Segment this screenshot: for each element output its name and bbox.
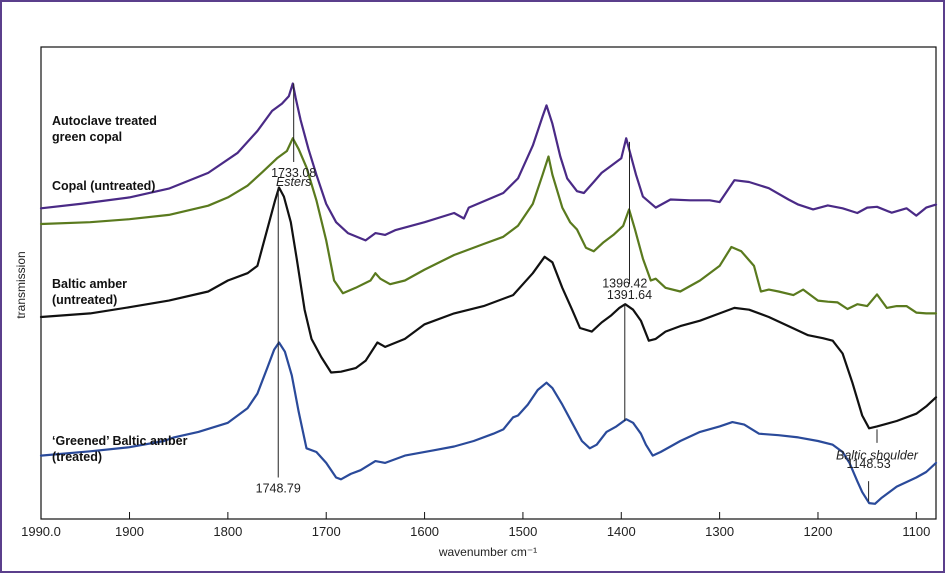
x-tick-label: 1500 bbox=[508, 524, 537, 539]
x-tick-label: 1100 bbox=[902, 524, 930, 539]
series-label: Autoclave treated bbox=[52, 114, 157, 128]
x-tick-label: 1300 bbox=[705, 524, 734, 539]
x-tick-label: 1400 bbox=[607, 524, 636, 539]
x-tick-label: 1200 bbox=[804, 524, 833, 539]
plot-frame bbox=[40, 46, 937, 520]
series-label: (treated) bbox=[52, 450, 102, 464]
annotation-label: 1748.79 bbox=[256, 481, 301, 495]
series-line-green bbox=[39, 137, 938, 315]
series-label: Copal (untreated) bbox=[52, 179, 155, 193]
series-line-black bbox=[39, 186, 938, 430]
series-label: ‘Greened’ Baltic amber bbox=[52, 434, 188, 448]
annotation-label: 1148.53 bbox=[846, 457, 890, 471]
annotation-label: 1733.08 bbox=[271, 166, 316, 180]
series-line-purple bbox=[39, 82, 938, 242]
x-tick-label: 1900 bbox=[115, 524, 144, 539]
series-label: (untreated) bbox=[52, 293, 117, 307]
x-axis-ticks: 1990.0 1900 1800 1700 1600 1500 1400 1300 1200 11… bbox=[21, 512, 930, 539]
annotation-label: Baltic shoulder bbox=[836, 449, 919, 463]
series-labels: Autoclave treated green copal Copal (untre… bbox=[52, 114, 188, 464]
series-label: green copal bbox=[52, 130, 122, 144]
x-tick-label: 1800 bbox=[213, 524, 242, 539]
series-label: Baltic amber bbox=[52, 277, 127, 291]
x-axis-label: wavenumber cm⁻¹ bbox=[438, 545, 537, 559]
annotation-label: Esters bbox=[276, 175, 311, 189]
annotation-label: 1391.64 bbox=[607, 288, 652, 302]
y-axis-label: transmission bbox=[14, 251, 28, 318]
x-tick-label: 1600 bbox=[410, 524, 439, 539]
series-layer bbox=[39, 82, 938, 505]
series-line-blue bbox=[39, 341, 938, 505]
x-tick-label: 1990.0 bbox=[21, 524, 61, 539]
annotation-label: 1396.42 bbox=[602, 276, 647, 290]
x-tick-label: 1700 bbox=[312, 524, 341, 539]
